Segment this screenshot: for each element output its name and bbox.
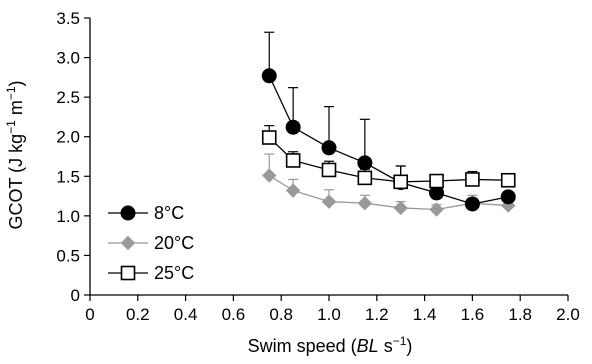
- legend: 8°C 20°C 25°C: [108, 203, 194, 283]
- x-tick-label: 0.8: [269, 305, 293, 324]
- legend-marker: [120, 235, 136, 251]
- y-tick-label: 3.5: [56, 9, 80, 28]
- y-axis-title: GCOT (J kg−1 m−1): [4, 80, 26, 229]
- x-axis-title: Swim speed (BL s−1): [248, 334, 413, 356]
- x-tick-label: 0.6: [222, 305, 246, 324]
- y-tick-label: 1.0: [56, 207, 80, 226]
- y-tick-label: 0.5: [56, 246, 80, 265]
- series-layer: [261, 31, 516, 217]
- series-25CC: [261, 125, 516, 190]
- y-axis-ticks: 0 0.5 1.0 1.5 2.0 2.5 3.0 3.5: [56, 9, 90, 305]
- data-point: [357, 155, 373, 171]
- legend-marker: [120, 205, 136, 221]
- legend-label: 25°C: [154, 263, 194, 283]
- data-point: [321, 194, 337, 209]
- y-tick-label: 0: [71, 286, 80, 305]
- legend-entry: 25°C: [108, 263, 194, 283]
- data-point: [357, 170, 373, 186]
- data-point: [321, 140, 337, 156]
- y-tick-label: 3.0: [56, 49, 80, 68]
- data-point: [500, 172, 516, 188]
- x-tick-label: 1.0: [317, 305, 341, 324]
- data-point: [393, 200, 408, 216]
- x-tick-label: 0.2: [126, 305, 150, 324]
- data-point: [261, 130, 277, 145]
- data-point: [357, 195, 373, 211]
- x-tick-label: 0: [85, 305, 94, 324]
- x-tick-label: 0.4: [174, 305, 198, 324]
- legend-label: 20°C: [154, 233, 194, 253]
- x-tick-label: 1.2: [365, 305, 389, 324]
- data-point: [500, 189, 516, 205]
- y-tick-label: 2.0: [56, 128, 80, 147]
- x-tick-label: 1.8: [508, 305, 532, 324]
- data-point: [464, 196, 480, 212]
- legend-entry: 8°C: [108, 203, 184, 223]
- legend-label: 8°C: [154, 203, 184, 223]
- y-tick-label: 1.5: [56, 167, 80, 186]
- x-tick-label: 2.0: [556, 305, 580, 324]
- data-point: [393, 174, 409, 190]
- data-point: [285, 153, 301, 168]
- axes: [89, 18, 568, 296]
- y-tick-label: 2.5: [56, 88, 80, 107]
- x-tick-label: 1.6: [461, 305, 485, 324]
- data-point: [285, 183, 301, 198]
- data-point: [285, 119, 301, 135]
- legend-entry: 20°C: [108, 233, 194, 253]
- data-point: [429, 173, 444, 189]
- x-tick-label: 1.4: [413, 305, 437, 324]
- data-point: [321, 162, 337, 178]
- x-axis-ticks: 0 0.2 0.4 0.6 0.8 1.0 1.2 1.4 1.6 1.8 2.0: [85, 295, 580, 324]
- legend-marker: [120, 265, 136, 281]
- data-point: [465, 172, 480, 187]
- data-point: [429, 202, 444, 217]
- data-point: [262, 168, 277, 183]
- data-point: [261, 68, 277, 84]
